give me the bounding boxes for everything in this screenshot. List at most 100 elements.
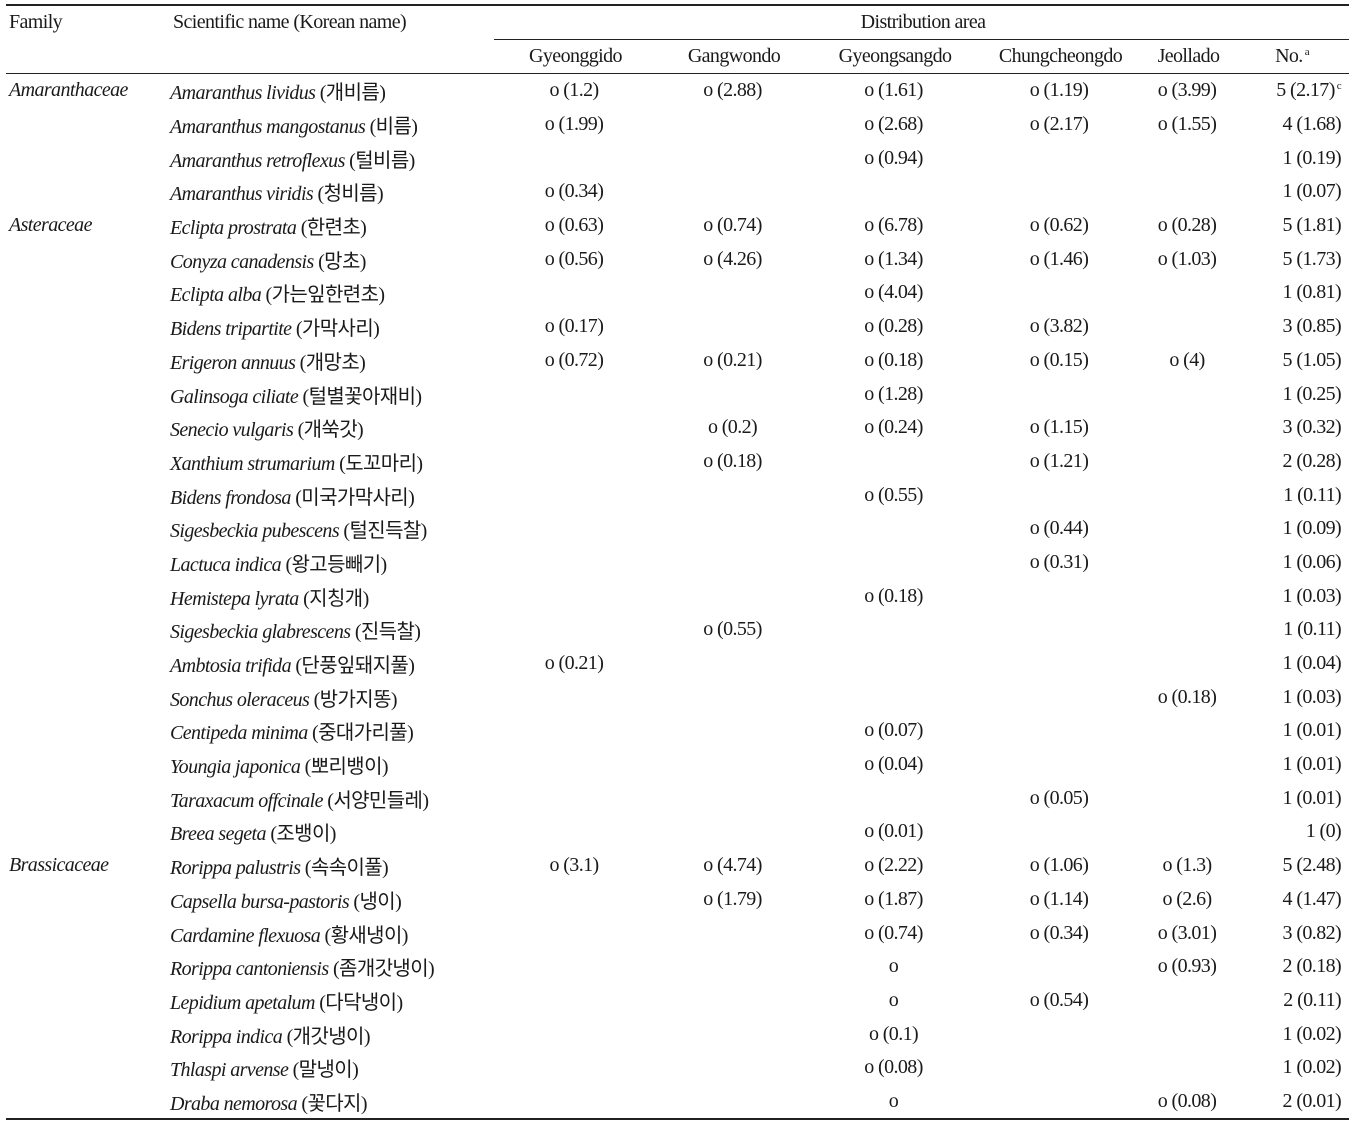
table-row: Rorippa cantoniensis (좀개갓냉이) o o (0.93) 2 (… [6,950,1349,984]
region-cell [654,478,811,512]
scientific-name-cell: Amaranthus retroflexus (털비름) [170,141,494,175]
count-value: 3 (0.82) [1282,921,1342,944]
scientific-name-cell: Xanthium strumarium (도꼬마리) [170,445,494,479]
region-cell [494,613,654,647]
table-row: Sigesbeckia glabrescens (진득찰) o (0.55) 1 (… [6,613,1349,647]
table-row: Amaranthaceae Amaranthus lividus (개비름) o (… [6,74,1349,108]
family-cell [6,310,170,344]
region-cell [811,175,976,209]
species-distribution-table: Family Scientific name (Korean name) Dis… [6,4,1350,1121]
region-cell [654,984,811,1018]
table-row: Youngia japonica (뽀리뱅이) o (0.04) 1 (0.01) [6,748,1349,782]
count-value: 1 (0.81) [1282,281,1342,304]
region-cell: o (0.62) [1029,214,1089,237]
region-cell: o (0.18) [864,348,923,371]
family-cell [6,647,170,681]
count-value: 1 (0.02) [1282,1056,1342,1079]
count-value: 5 (2.48) [1282,854,1342,877]
family-cell [6,1017,170,1051]
region-cell: o (0.04) [864,753,923,776]
region-cell [494,680,654,714]
count-header-footnote: a [1304,46,1310,58]
scientific-name-cell: Breea segeta (조뱅이) [170,815,494,849]
region-header-gangwondo: Gangwondo [654,39,811,74]
korean-name: (개비름) [319,82,386,105]
count-cell: 1 (0.81) [1232,276,1349,310]
family-cell: Brassicaceae [9,854,109,877]
region-cell: o (0.63) [544,214,604,237]
count-value: 5 (1.73) [1282,247,1342,270]
family-cell [6,141,170,175]
region-cell: o (0.93) [1157,955,1217,978]
scientific-name: Lepidium apetalum [170,991,315,1014]
korean-name: (진득찰) [354,621,421,644]
region-cell [654,141,811,175]
family-cell [6,512,170,546]
count-value: 1 (0.07) [1282,180,1342,203]
region-cell [494,141,654,175]
region-cell [494,445,654,479]
table-row: Sonchus oleraceus (방가지똥) o (0.18) 1 (0.03) [6,680,1349,714]
region-cell [494,950,654,984]
korean-name: (서양민들레) [327,789,429,812]
scientific-name: Sigesbeckia glabrescens [170,621,351,644]
family-cell [6,714,170,748]
region-cell: o (0.55) [703,618,762,641]
scientific-name-cell: Sonchus oleraceus (방가지똥) [170,680,494,714]
family-cell [6,680,170,714]
table-body: Amaranthaceae Amaranthus lividus (개비름) o (… [6,74,1349,1120]
region-cell: o (0.44) [1029,517,1089,540]
korean-name: (비름) [369,116,418,139]
region-cell: o (0.74) [864,921,923,944]
family-cell [6,108,170,142]
region-cell [976,141,1142,175]
scientific-name: Rorippa palustris [170,857,301,880]
region-cell: o (4.26) [703,247,762,270]
region-cell [1142,478,1232,512]
family-cell [6,781,170,815]
scientific-name-cell: Rorippa indica (개갓냉이) [170,1017,494,1051]
count-value: 2 (0.01) [1282,1089,1342,1112]
region-cell [494,916,654,950]
scientific-name: Taraxacum offcinale [170,789,323,812]
count-cell: 1 (0.06) [1232,546,1349,580]
region-cell: o (1.21) [1029,449,1089,472]
table-row: Eclipta alba (가는잎한련초) o (4.04) 1 (0.81) [6,276,1349,310]
table-row: Rorippa indica (개갓냉이) o (0.1) 1 (0.02) [6,1017,1349,1051]
table-row: Ambtosia trifida (단풍잎돼지풀) o (0.21) 1 (0.04… [6,647,1349,681]
region-cell [654,950,811,984]
region-cell [1142,276,1232,310]
count-value: 1 (0.03) [1282,584,1342,607]
scientific-name: Bidens tripartite [170,318,292,341]
region-cell [811,512,976,546]
family-cell [6,377,170,411]
scientific-name-cell: Cardamine flexuosa (황새냉이) [170,916,494,950]
region-cell [811,546,976,580]
region-cell: o (0.2) [707,416,758,439]
region-cell [1142,445,1232,479]
count-value: 1 (0.01) [1282,753,1342,776]
region-cell: o (0.08) [1157,1089,1217,1112]
region-cell [1142,546,1232,580]
count-cell: 1 (0.11) [1232,613,1349,647]
region-cell: o (4) [1169,348,1205,371]
region-cell [654,108,811,142]
korean-name: (왕고등빼기) [285,553,387,576]
scientific-name: Capsella bursa-pastoris [170,890,350,913]
region-cell: o (0.18) [1157,685,1217,708]
scientific-name-cell: Rorippa palustris (속속이풀) [170,849,494,883]
count-value: 1 (0.11) [1283,483,1342,506]
table-row: Bidens frondosa (미국가막사리) o (0.55) 1 (0.11) [6,478,1349,512]
count-value: 1 (0.19) [1282,146,1342,169]
region-cell: o (0.05) [1029,786,1089,809]
family-cell [6,1085,170,1120]
region-cell [1142,512,1232,546]
scientific-name-cell: Amaranthus mangostanus (비름) [170,108,494,142]
region-cell: o (1.79) [703,887,762,910]
region-cell [494,478,654,512]
count-cell: 5 (1.05) [1232,344,1349,378]
scientific-name-cell: Bidens frondosa (미국가막사리) [170,478,494,512]
family-header: Family [9,11,63,34]
region-cell: o (4.04) [864,281,923,304]
family-cell [6,242,170,276]
